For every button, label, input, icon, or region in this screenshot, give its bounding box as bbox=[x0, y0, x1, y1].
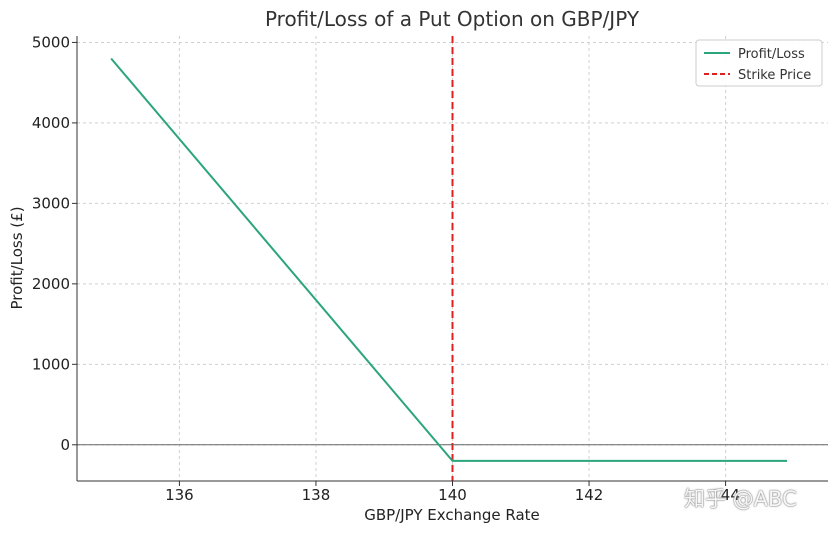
watermark: 知乎 @ABC bbox=[684, 487, 797, 511]
y-tick-label: 0 bbox=[60, 436, 70, 454]
x-tick-label: 142 bbox=[575, 486, 604, 504]
chart-title: Profit/Loss of a Put Option on GBP/JPY bbox=[265, 7, 640, 31]
x-tick-label: 136 bbox=[165, 486, 194, 504]
y-tick-label: 2000 bbox=[32, 275, 70, 293]
legend-label: Profit/Loss bbox=[738, 47, 805, 62]
reference-lines bbox=[77, 36, 828, 481]
x-axis-label: GBP/JPY Exchange Rate bbox=[364, 506, 540, 524]
axes bbox=[72, 36, 828, 486]
legend-label: Strike Price bbox=[738, 68, 811, 83]
x-tick-label: 138 bbox=[302, 486, 331, 504]
series-layer bbox=[110, 57, 788, 462]
y-tick-label: 3000 bbox=[32, 194, 70, 212]
legend: Profit/Loss Strike Price bbox=[695, 39, 823, 87]
y-tick-label: 4000 bbox=[32, 114, 70, 132]
y-axis-label: Profit/Loss (£) bbox=[8, 206, 26, 309]
tick-labels: 136 138 140 142 144 0 1000 2000 3000 4000 5000 bbox=[32, 33, 740, 504]
profit-loss-line bbox=[110, 57, 788, 462]
x-tick-label: 144 bbox=[711, 486, 740, 504]
legend-box bbox=[695, 39, 823, 87]
y-tick-label: 1000 bbox=[32, 355, 70, 373]
x-tick-label: 140 bbox=[438, 486, 467, 504]
y-tick-label: 5000 bbox=[32, 33, 70, 51]
